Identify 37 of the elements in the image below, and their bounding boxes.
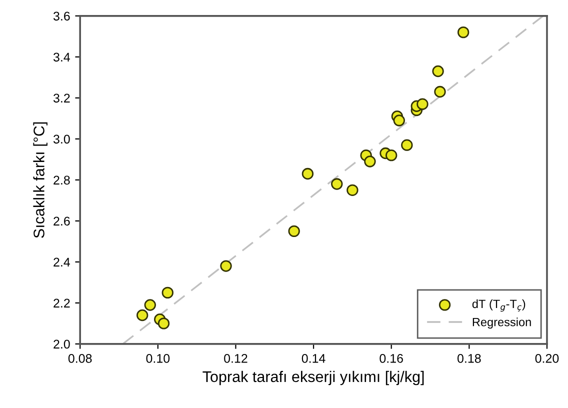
point: [302, 168, 314, 180]
y-tick-label: 3.2: [53, 94, 70, 103]
x-tick-label: 0.08: [68, 354, 92, 363]
point: [331, 178, 343, 190]
x-tick-label: 0.12: [224, 354, 248, 363]
x-tick-label: 0.14: [302, 354, 326, 363]
y-tick-label: 2.6: [54, 216, 70, 226]
point: [401, 139, 413, 151]
point: [457, 26, 470, 38]
y-tick-label: 3.0: [53, 134, 70, 144]
legend-label: dT (T$_{g}$-T$_{ç}$): [472, 299, 526, 312]
point: [364, 156, 376, 168]
point: [220, 260, 232, 272]
x-tick-label: 0.16: [380, 354, 403, 363]
point: [393, 114, 405, 126]
y-tick-label: 2.4: [54, 258, 70, 266]
y-tick-label: 2.8: [54, 176, 70, 185]
legend-label: Regression: [472, 318, 531, 329]
y-axis-title: Sıcaklık farkı [°C]: [33, 122, 48, 238]
point: [144, 299, 156, 311]
point: [136, 309, 148, 322]
point: [434, 86, 446, 98]
point: [162, 286, 174, 299]
x-tick-label: 0.18: [457, 354, 481, 363]
point: [386, 149, 398, 162]
y-tick-label: 2.2: [54, 298, 70, 308]
x-tick-label: 0.20: [535, 354, 559, 363]
y-tick-label: 3.4: [53, 52, 70, 62]
point: [158, 318, 170, 330]
point: [416, 98, 428, 110]
y-tick-label: 3.6: [53, 12, 70, 21]
point: [346, 184, 358, 196]
point: [288, 225, 300, 238]
y-tick-label: 2.0: [54, 340, 70, 349]
x-tick-label: 0.10: [146, 354, 170, 363]
point: [432, 65, 444, 78]
x-axis-title: Toprak tarafı ekserji yıkımı [kj/kg]: [202, 370, 424, 386]
